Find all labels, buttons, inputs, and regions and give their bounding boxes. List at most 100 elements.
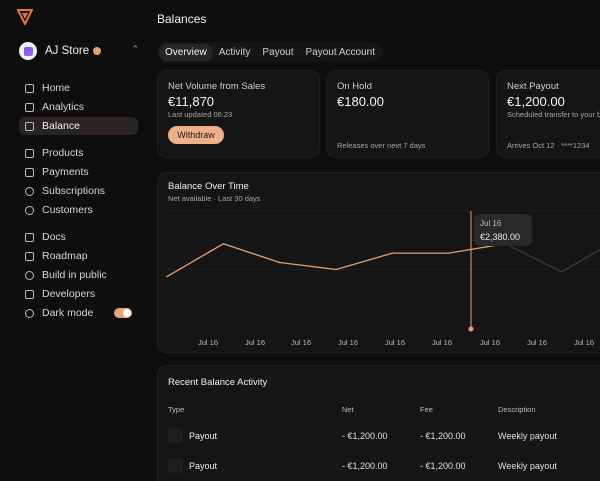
store-avatar <box>19 42 37 60</box>
balance-line-chart[interactable]: Jul 16 Jul 16 Jul 16 Jul 16 Jul 16 Jul 16 Jul … <box>158 173 600 354</box>
card-title: On Hold <box>337 81 372 92</box>
data-point <box>560 271 563 273</box>
card-footer: Arrives Oct 12 · ****1234 <box>507 141 590 150</box>
row-description: Weekly payout <box>498 431 557 441</box>
wallet-icon <box>25 121 34 131</box>
sidebar-item-developers[interactable]: Developers <box>19 285 138 303</box>
column-header-description: Description <box>498 405 536 414</box>
activity-title: Recent Balance Activity <box>168 377 268 388</box>
sidebar-item-roadmap[interactable]: Roadmap <box>19 247 138 265</box>
sidebar-item-subscriptions[interactable]: Subscriptions <box>19 182 138 200</box>
sidebar-item-docs[interactable]: Docs <box>19 228 138 246</box>
card-subtitle: Last updated 06:23 <box>168 110 233 119</box>
x-tick-label: Jul 16 <box>574 338 594 347</box>
sidebar-item-home[interactable]: Home <box>19 79 138 97</box>
chart-tooltip: Jul 16 €2,380.00 <box>474 214 532 246</box>
sidebar-item-payments[interactable]: Payments <box>19 163 138 181</box>
sidebar-item-label: Products <box>42 147 84 159</box>
tab-bar: Overview Activity Payout Payout Account <box>157 42 383 62</box>
sidebar-item-label: Subscriptions <box>42 185 106 197</box>
users-icon <box>25 205 34 215</box>
sidebar-item-label: Analytics <box>42 101 85 113</box>
card-value: €1,200.00 <box>507 94 565 109</box>
card-footer: Releases over next 7 days <box>337 141 426 150</box>
refresh-icon <box>25 186 34 196</box>
column-header-fee: Fee <box>420 405 433 414</box>
code-icon <box>25 289 34 299</box>
tooltip-date: Jul 16 <box>480 219 502 228</box>
dark-mode-toggle[interactable] <box>114 308 132 318</box>
book-icon <box>25 232 34 242</box>
row-net: - €1,200.00 <box>342 431 388 441</box>
x-tick-label: Jul 16 <box>338 338 358 347</box>
sidebar: AJ Store ⌃ Home Analytics Balance Produc… <box>0 0 147 481</box>
on-hold-card: On Hold €180.00 Releases over next 7 day… <box>326 70 489 158</box>
toggle-knob <box>123 309 131 317</box>
x-tick-label: Jul 16 <box>432 338 452 347</box>
card-title: Next Payout <box>507 81 559 92</box>
globe-icon <box>25 270 34 280</box>
hover-cursor-dot <box>468 326 474 332</box>
x-tick-label: Jul 16 <box>527 338 547 347</box>
sidebar-item-build-in-public[interactable]: Build in public <box>19 266 138 284</box>
table-row[interactable]: Payout - €1,200.00 - €1,200.00 Weekly pa… <box>158 426 600 446</box>
card-subtitle: Scheduled transfer to your b <box>507 110 600 119</box>
card-title: Net Volume from Sales <box>168 81 266 92</box>
x-tick-label: Jul 16 <box>198 338 218 347</box>
tab-overview[interactable]: Overview <box>159 43 213 61</box>
analytics-icon <box>25 102 34 112</box>
row-fee: - €1,200.00 <box>420 461 466 471</box>
data-point <box>278 261 281 264</box>
row-type: Payout <box>189 431 218 441</box>
data-point <box>448 252 450 254</box>
row-fee: - €1,200.00 <box>420 431 466 441</box>
data-point <box>335 268 337 271</box>
payout-icon <box>168 458 183 473</box>
series-line <box>166 243 506 278</box>
payout-icon <box>168 428 183 443</box>
chevron-updown-icon: ⌃ <box>131 44 139 54</box>
sidebar-item-products[interactable]: Products <box>19 144 138 162</box>
sidebar-item-label: Docs <box>42 231 66 243</box>
tooltip-value: €2,380.00 <box>480 232 521 242</box>
data-point <box>166 275 168 278</box>
chart-title: Balance Over Time <box>168 181 249 192</box>
box-icon <box>25 148 34 158</box>
store-name: AJ Store <box>45 45 90 57</box>
logo-icon[interactable] <box>17 9 33 25</box>
sidebar-item-label: Dark mode <box>42 307 94 319</box>
chart-subtitle: Net available · Last 30 days <box>168 194 261 203</box>
sidebar-item-customers[interactable]: Customers <box>19 201 138 219</box>
table-row[interactable]: Payout - €1,200.00 - €1,200.00 Weekly pa… <box>158 456 600 476</box>
sidebar-item-label: Payments <box>42 166 89 178</box>
sidebar-item-label: Balance <box>42 120 80 132</box>
balance-chart-card: Balance Over Time Net available · Last 3… <box>157 172 600 353</box>
sidebar-item-label: Customers <box>42 204 93 216</box>
recent-activity-card: Recent Balance Activity Type Net Fee Des… <box>157 365 600 481</box>
x-tick-label: Jul 16 <box>480 338 500 347</box>
home-icon <box>25 83 34 93</box>
data-point <box>391 252 394 254</box>
tab-activity[interactable]: Activity <box>218 46 251 58</box>
store-badge-icon <box>93 47 102 55</box>
withdraw-button[interactable]: Withdraw <box>168 126 224 144</box>
tab-payout[interactable]: Payout <box>262 46 294 58</box>
sidebar-item-label: Build in public <box>42 269 107 281</box>
moon-icon <box>25 308 34 318</box>
card-value: €11,870 <box>168 94 215 109</box>
sidebar-item-label: Home <box>42 82 71 94</box>
card-icon <box>25 167 34 177</box>
column-header-net: Net <box>342 405 354 414</box>
card-value: €180.00 <box>337 94 384 109</box>
tab-payout-account[interactable]: Payout Account <box>305 46 376 58</box>
roadmap-icon <box>25 251 34 261</box>
data-point <box>222 242 225 245</box>
x-tick-label: Jul 16 <box>291 338 311 347</box>
sidebar-item-analytics[interactable]: Analytics <box>19 98 138 116</box>
row-description: Weekly payout <box>498 461 557 471</box>
page-title: Balances <box>157 12 207 26</box>
store-switcher[interactable]: AJ Store ⌃ <box>19 41 141 61</box>
x-tick-label: Jul 16 <box>245 338 265 347</box>
sidebar-item-label: Roadmap <box>42 250 88 262</box>
sidebar-item-balance[interactable]: Balance <box>19 117 138 135</box>
